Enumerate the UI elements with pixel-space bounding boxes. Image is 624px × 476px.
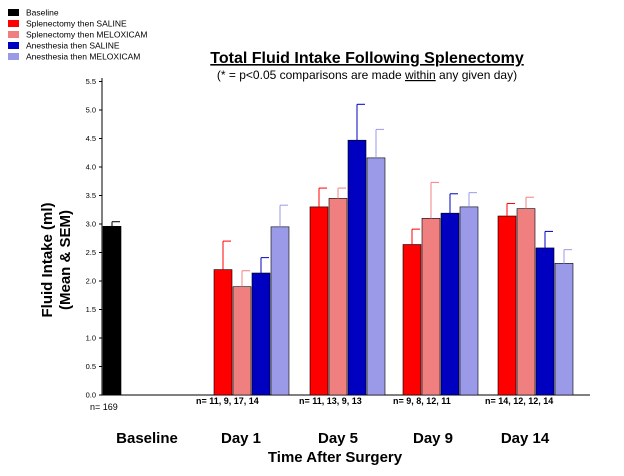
subtitle-underlined: within xyxy=(404,68,436,82)
y-tick-label: 2.5 xyxy=(86,248,96,257)
n-label-day5: n= 11, 13, 9, 13 xyxy=(299,396,362,406)
bar-day1-anesthesia-saline xyxy=(251,272,271,396)
legend-label-baseline: Baseline xyxy=(26,8,59,18)
chart-title: Total Fluid Intake Following Splenectomy xyxy=(210,50,524,67)
legend-swatch-anesthesia-saline xyxy=(8,42,19,49)
bar-day5-anesthesia-meloxicam xyxy=(366,157,386,396)
bar-day9-anesthesia-meloxicam xyxy=(459,206,479,396)
category-label-day9: Day 9 xyxy=(413,430,453,447)
bar-day5-splenectomy-meloxicam xyxy=(328,198,348,396)
x-axis-label: Time After Surgery xyxy=(268,449,403,466)
subtitle-suffix: any given day) xyxy=(436,68,517,82)
category-label-day5: Day 5 xyxy=(318,430,358,447)
y-tick-label: 4.5 xyxy=(86,134,96,143)
bar-day1-splenectomy-saline xyxy=(213,269,233,396)
legend-swatch-baseline xyxy=(8,9,19,16)
y-tick-label: 0.5 xyxy=(86,362,96,371)
legend-label-splenectomy-meloxicam: Splenectomy then MELOXICAM xyxy=(26,30,147,40)
bar-day1-anesthesia-meloxicam xyxy=(270,226,290,396)
bar-day5-splenectomy-saline xyxy=(309,206,329,396)
bar-day14-anesthesia-meloxicam xyxy=(554,263,574,396)
chart-subtitle: (* = p<0.05 comparisons are made within … xyxy=(217,68,517,82)
legend: Baseline Splenectomy then SALINE Splenec… xyxy=(8,8,147,62)
bar-day14-splenectomy-meloxicam xyxy=(516,208,536,396)
legend-label-splenectomy-saline: Splenectomy then SALINE xyxy=(26,19,127,29)
bar-baseline-baseline xyxy=(102,225,122,396)
bar-day5-anesthesia-saline xyxy=(347,139,367,396)
legend-label-anesthesia-meloxicam: Anesthesia then MELOXICAM xyxy=(26,52,140,62)
legend-swatch-splenectomy-meloxicam xyxy=(8,31,19,38)
y-tick-label: 0.0 xyxy=(86,391,96,400)
bar-day9-splenectomy-meloxicam xyxy=(421,218,441,396)
legend-swatch-anesthesia-meloxicam xyxy=(8,53,19,60)
n-label-day14: n= 14, 12, 12, 14 xyxy=(485,396,553,406)
y-axis-label-line1: Fluid Intake (ml) xyxy=(39,202,56,317)
bar-day14-anesthesia-saline xyxy=(535,247,555,396)
n-label-day1: n= 11, 9, 17, 14 xyxy=(196,396,259,406)
bar-day1-splenectomy-meloxicam xyxy=(232,286,252,396)
bar-day14-splenectomy-saline xyxy=(497,215,517,396)
bar-day9-anesthesia-saline xyxy=(440,212,460,396)
y-tick-label: 3.0 xyxy=(86,220,96,229)
y-tick-label: 5.0 xyxy=(86,106,96,115)
y-tick-label: 1.0 xyxy=(86,334,96,343)
bars-group xyxy=(102,103,574,396)
y-tick-label: 4.0 xyxy=(86,163,96,172)
y-tick-label: 2.0 xyxy=(86,277,96,286)
bar-day9-splenectomy-saline xyxy=(402,244,422,396)
y-tick-label: 1.5 xyxy=(86,305,96,314)
y-axis-label-line2: (Mean & SEM) xyxy=(57,210,74,310)
n-label-day9: n= 9, 8, 12, 11 xyxy=(393,396,451,406)
category-label-day1: Day 1 xyxy=(221,430,261,447)
category-label-day14: Day 14 xyxy=(501,430,550,447)
category-label-baseline: Baseline xyxy=(116,430,178,447)
y-tick-label: 5.5 xyxy=(86,77,96,86)
legend-swatch-splenectomy-saline xyxy=(8,20,19,27)
n-label-baseline: n= 169 xyxy=(90,402,118,412)
subtitle-prefix: (* = p<0.05 comparisons are made xyxy=(217,68,405,82)
y-tick-label: 3.5 xyxy=(86,191,96,200)
legend-label-anesthesia-saline: Anesthesia then SALINE xyxy=(26,41,120,51)
y-axis-ticks: 0.0 0.5 1.0 1.5 2.0 2.5 3.0 3.5 4.0 4.5 … xyxy=(86,77,102,400)
